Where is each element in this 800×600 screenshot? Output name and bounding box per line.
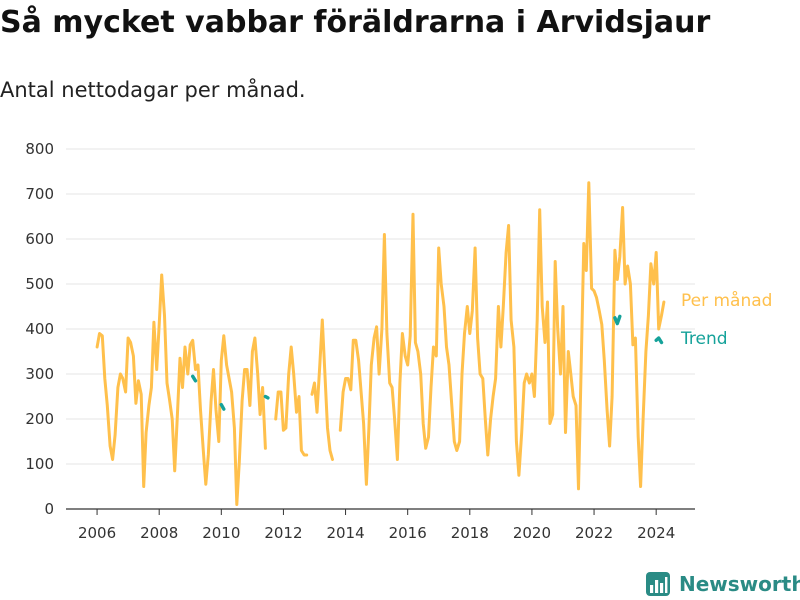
x-tick-label: 2022: [575, 524, 613, 542]
y-tick-label: 700: [25, 185, 54, 203]
y-tick-label: 100: [25, 455, 54, 473]
page-subtitle: Antal nettodagar per månad.: [0, 78, 306, 102]
y-tick-label: 800: [25, 140, 54, 158]
y-tick-label: 200: [25, 410, 54, 428]
x-tick-label: 2020: [513, 524, 551, 542]
x-tick-label: 2008: [140, 524, 178, 542]
y-tick-label: 500: [25, 275, 54, 293]
x-tick-label: 2006: [78, 524, 116, 542]
y-tick-label: 300: [25, 365, 54, 383]
series-line-per-manad: [95, 181, 666, 506]
series-line-trend: [191, 374, 270, 411]
x-tick-label: 2024: [637, 524, 675, 542]
y-tick-label: 600: [25, 230, 54, 248]
x-tick-label: 2010: [202, 524, 240, 542]
inline-legend: Per månad Trend: [680, 290, 772, 349]
x-tick-label: 2014: [326, 524, 364, 542]
x-tick-label: 2016: [389, 524, 427, 542]
series-lines: [95, 181, 666, 506]
brand-logo: Newsworthy: [645, 571, 800, 597]
bar-chart-logo-icon: [646, 572, 670, 596]
y-tick-label: 400: [25, 320, 54, 338]
y-tick-label: 0: [44, 500, 54, 518]
axes: 0 100 200 300 400 500 600 700 800 2006 2008 2010 201…: [25, 140, 695, 542]
brand-name: Newsworthy: [679, 572, 800, 596]
legend-label: Trend: [680, 329, 728, 349]
page-title: Så mycket vabbar föräldrarna i Arvidsjau…: [0, 5, 711, 40]
x-tick-label: 2018: [451, 524, 489, 542]
x-tick-label: 2012: [264, 524, 302, 542]
legend-label: Per månad: [681, 290, 772, 311]
